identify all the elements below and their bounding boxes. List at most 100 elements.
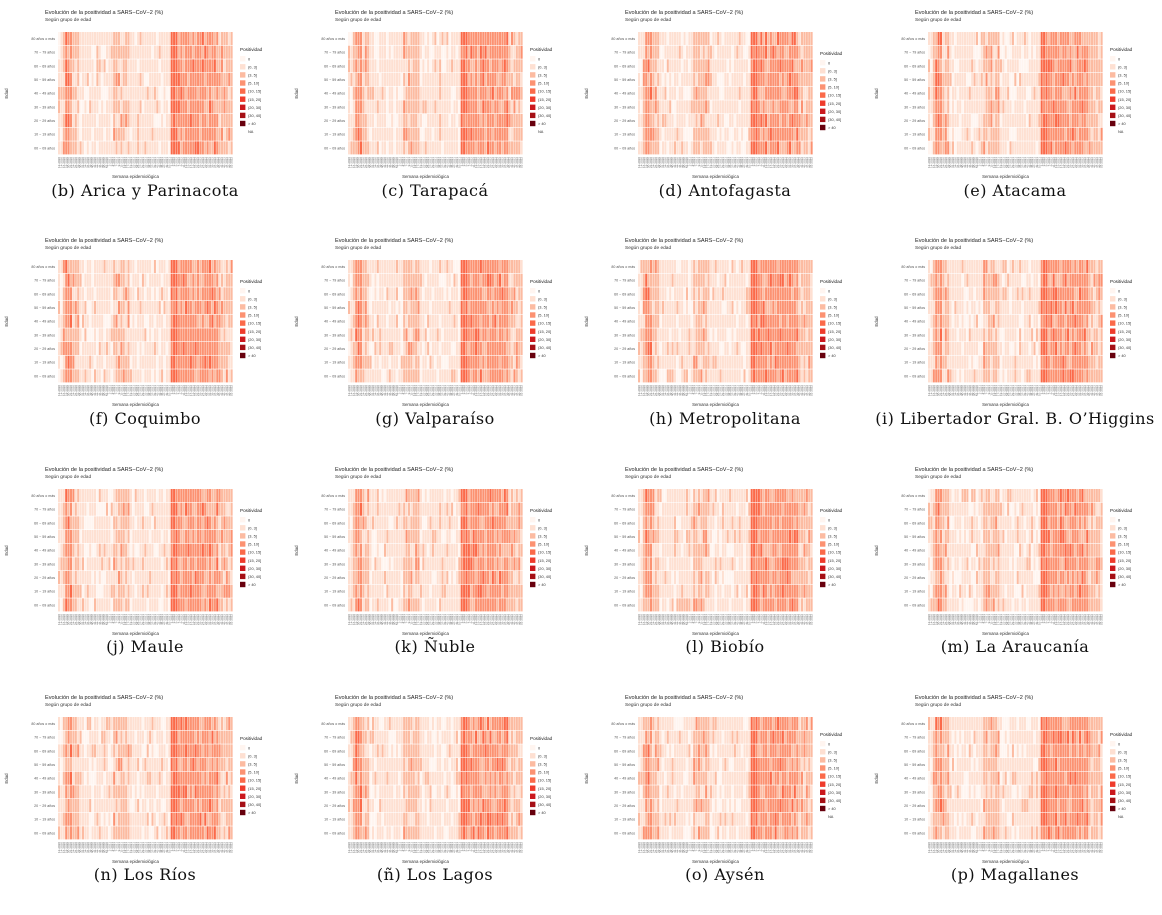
- heatmap-cell: [408, 100, 410, 113]
- heatmap-cell: [1069, 100, 1071, 113]
- heatmap-cell: [377, 87, 379, 100]
- heatmap-cell: [350, 87, 352, 100]
- heatmap-cell: [418, 274, 420, 287]
- heatmap-cell: [350, 301, 352, 314]
- heatmap-cell: [988, 100, 990, 113]
- heatmap-cell: [964, 32, 966, 45]
- heatmap-cell: [494, 46, 496, 59]
- heatmap-cell: [801, 46, 803, 59]
- heatmap-cell: [65, 287, 67, 300]
- heatmap-cell: [92, 287, 94, 300]
- heatmap-cell: [482, 287, 484, 300]
- heatmap-cell: [180, 287, 182, 300]
- heatmap-cell: [434, 100, 436, 113]
- heatmap-cell: [1069, 32, 1071, 45]
- heatmap-cell: [166, 114, 168, 127]
- heatmap-cell: [161, 73, 163, 86]
- heatmap-cell: [173, 260, 175, 273]
- heatmap-cell: [207, 342, 209, 355]
- heatmap-cell: [418, 128, 420, 141]
- heatmap-cell: [111, 260, 113, 273]
- heatmap-cell: [89, 328, 91, 341]
- heatmap-cell: [964, 141, 966, 154]
- heatmap-cell: [1048, 46, 1050, 59]
- heatmap-cell: [751, 73, 753, 86]
- heatmap-cell: [156, 287, 158, 300]
- heatmap-cell: [1060, 73, 1062, 86]
- heatmap-cell: [453, 301, 455, 314]
- heatmap-cell: [99, 342, 101, 355]
- heatmap-cell: [1077, 114, 1079, 127]
- heatmap-cell: [408, 301, 410, 314]
- heatmap-cell: [427, 100, 429, 113]
- heatmap-cell: [197, 128, 199, 141]
- heatmap-cell: [693, 128, 695, 141]
- heatmap-cell: [998, 73, 1000, 86]
- heatmap-cell: [142, 32, 144, 45]
- heatmap-cell: [978, 114, 980, 127]
- heatmap-cell: [82, 32, 84, 45]
- heatmap-cell: [228, 59, 230, 72]
- heatmap-cell: [147, 114, 149, 127]
- heatmap-cell: [453, 342, 455, 355]
- heatmap-cell: [966, 87, 968, 100]
- heatmap-cell: [1007, 128, 1009, 141]
- heatmap-cell: [226, 274, 228, 287]
- heatmap-cell: [482, 315, 484, 328]
- heatmap-cell: [82, 342, 84, 355]
- heatmap-cell: [1065, 73, 1067, 86]
- heatmap-cell: [386, 342, 388, 355]
- heatmap-cell: [971, 32, 973, 45]
- heatmap-cell: [974, 59, 976, 72]
- heatmap-cell: [808, 369, 810, 382]
- heatmap-cell: [430, 260, 432, 273]
- heatmap-cell: [775, 59, 777, 72]
- heatmap-cell: [789, 100, 791, 113]
- heatmap-cell: [142, 342, 144, 355]
- heatmap-chart: Evolución de la positividad a SARS−CoV−2…: [290, 233, 580, 413]
- heatmap-cell: [151, 59, 153, 72]
- heatmap-cell: [676, 100, 678, 113]
- heatmap-cell: [82, 87, 84, 100]
- heatmap-cell: [782, 32, 784, 45]
- heatmap-cell: [717, 46, 719, 59]
- heatmap-cell: [415, 342, 417, 355]
- heatmap-cell: [231, 114, 233, 127]
- heatmap-cell: [513, 328, 515, 341]
- heatmap-cell: [199, 342, 201, 355]
- heatmap-cell: [418, 59, 420, 72]
- heatmap-cell: [988, 32, 990, 45]
- y-tick-label: 20 − 29 años: [904, 119, 925, 123]
- heatmap-cell: [477, 287, 479, 300]
- heatmap-cell: [782, 328, 784, 341]
- heatmap-cell: [492, 328, 494, 341]
- heatmap-cell: [739, 87, 741, 100]
- heatmap-cell: [386, 100, 388, 113]
- heatmap-cell: [394, 73, 396, 86]
- heatmap-cell: [175, 328, 177, 341]
- chart-panel: Evolución de la positividad a SARS−CoV−2…: [580, 5, 870, 230]
- heatmap-cell: [516, 59, 518, 72]
- heatmap-cell: [473, 369, 475, 382]
- heatmap-cell: [427, 342, 429, 355]
- heatmap-cell: [111, 114, 113, 127]
- heatmap-cell: [787, 315, 789, 328]
- heatmap-cell: [796, 100, 798, 113]
- heatmap-cell: [221, 274, 223, 287]
- heatmap-cell: [516, 32, 518, 45]
- heatmap-cell: [791, 128, 793, 141]
- heatmap-cell: [374, 315, 376, 328]
- heatmap-cell: [384, 260, 386, 273]
- heatmap-cells: [928, 32, 1103, 154]
- heatmap-cell: [183, 342, 185, 355]
- heatmap-cell: [348, 87, 350, 100]
- heatmap-cell: [101, 141, 103, 154]
- heatmap-cell: [765, 369, 767, 382]
- heatmap-chart: Evolución de la positividad a SARS−CoV−2…: [0, 5, 290, 185]
- legend-label: (0, 3]: [538, 296, 547, 301]
- legend-swatch: [240, 113, 245, 118]
- heatmap-cell: [700, 114, 702, 127]
- heatmap-cell: [226, 301, 228, 314]
- heatmap-cell: [698, 114, 700, 127]
- legend-label: (3, 5]: [828, 77, 837, 82]
